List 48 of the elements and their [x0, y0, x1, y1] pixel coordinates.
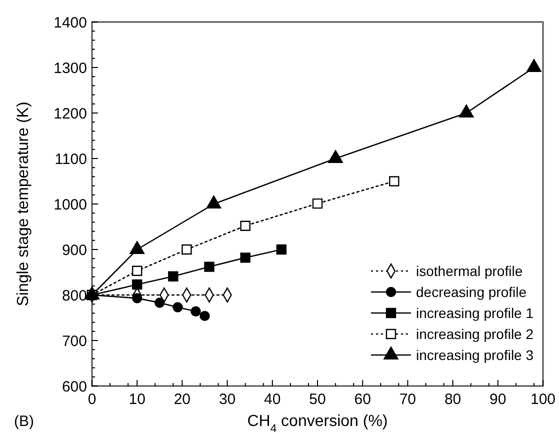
- point: [168, 271, 178, 282]
- legend-label: isothermal profile: [416, 262, 523, 279]
- point: [200, 310, 210, 322]
- x-tick-label: 30: [218, 391, 236, 408]
- legend-label: decreasing profile: [416, 284, 527, 300]
- point: [240, 220, 250, 231]
- y-tick-label: 1400: [54, 14, 87, 32]
- x-axis-title: CH$_{4}$ conversion (%): [247, 413, 388, 434]
- point: [458, 104, 474, 118]
- point: [190, 306, 201, 316]
- point: [312, 198, 323, 209]
- legend-label: increasing profile 3: [416, 346, 534, 363]
- point: [328, 150, 343, 164]
- x-tick-label: 80: [444, 391, 462, 408]
- y-tick-label: 700: [62, 332, 87, 350]
- x-tick-label: 70: [399, 391, 416, 408]
- x-tick-label: 0: [88, 391, 96, 408]
- point: [182, 244, 192, 255]
- y-axis-title: Single stage temperature (K): [15, 102, 32, 306]
- point: [172, 302, 183, 312]
- text: (B): [14, 413, 34, 430]
- point: [276, 244, 287, 255]
- point: [526, 59, 542, 72]
- point: [130, 241, 144, 254]
- y-tick-label: 1100: [54, 150, 87, 168]
- y-tick-label: 1200: [54, 105, 87, 122]
- legend-label: increasing profile 2: [416, 326, 534, 342]
- legend-label: increasing profile 1: [416, 304, 534, 321]
- y-tick-label: 800: [62, 287, 87, 304]
- point: [240, 252, 250, 263]
- x-tick-label: 50: [309, 391, 326, 408]
- point: [206, 196, 222, 209]
- x-tick-label: 20: [174, 391, 191, 408]
- x-tick-label: 60: [354, 391, 371, 408]
- x-tick-label: 10: [128, 391, 146, 408]
- y-tick-label: 600: [62, 378, 87, 396]
- point: [204, 262, 214, 272]
- point: [132, 266, 142, 276]
- y-tick-label: 900: [62, 242, 87, 259]
- point: [132, 279, 142, 290]
- x-tick-label: 90: [490, 391, 506, 408]
- x-tick-label: 100: [530, 391, 556, 408]
- x-tick-label: 40: [264, 391, 281, 408]
- y-tick-label: 1000: [54, 196, 87, 214]
- point: [132, 293, 142, 304]
- point: [154, 298, 165, 308]
- point: [389, 176, 400, 186]
- y-tick-label: 1300: [54, 60, 87, 77]
